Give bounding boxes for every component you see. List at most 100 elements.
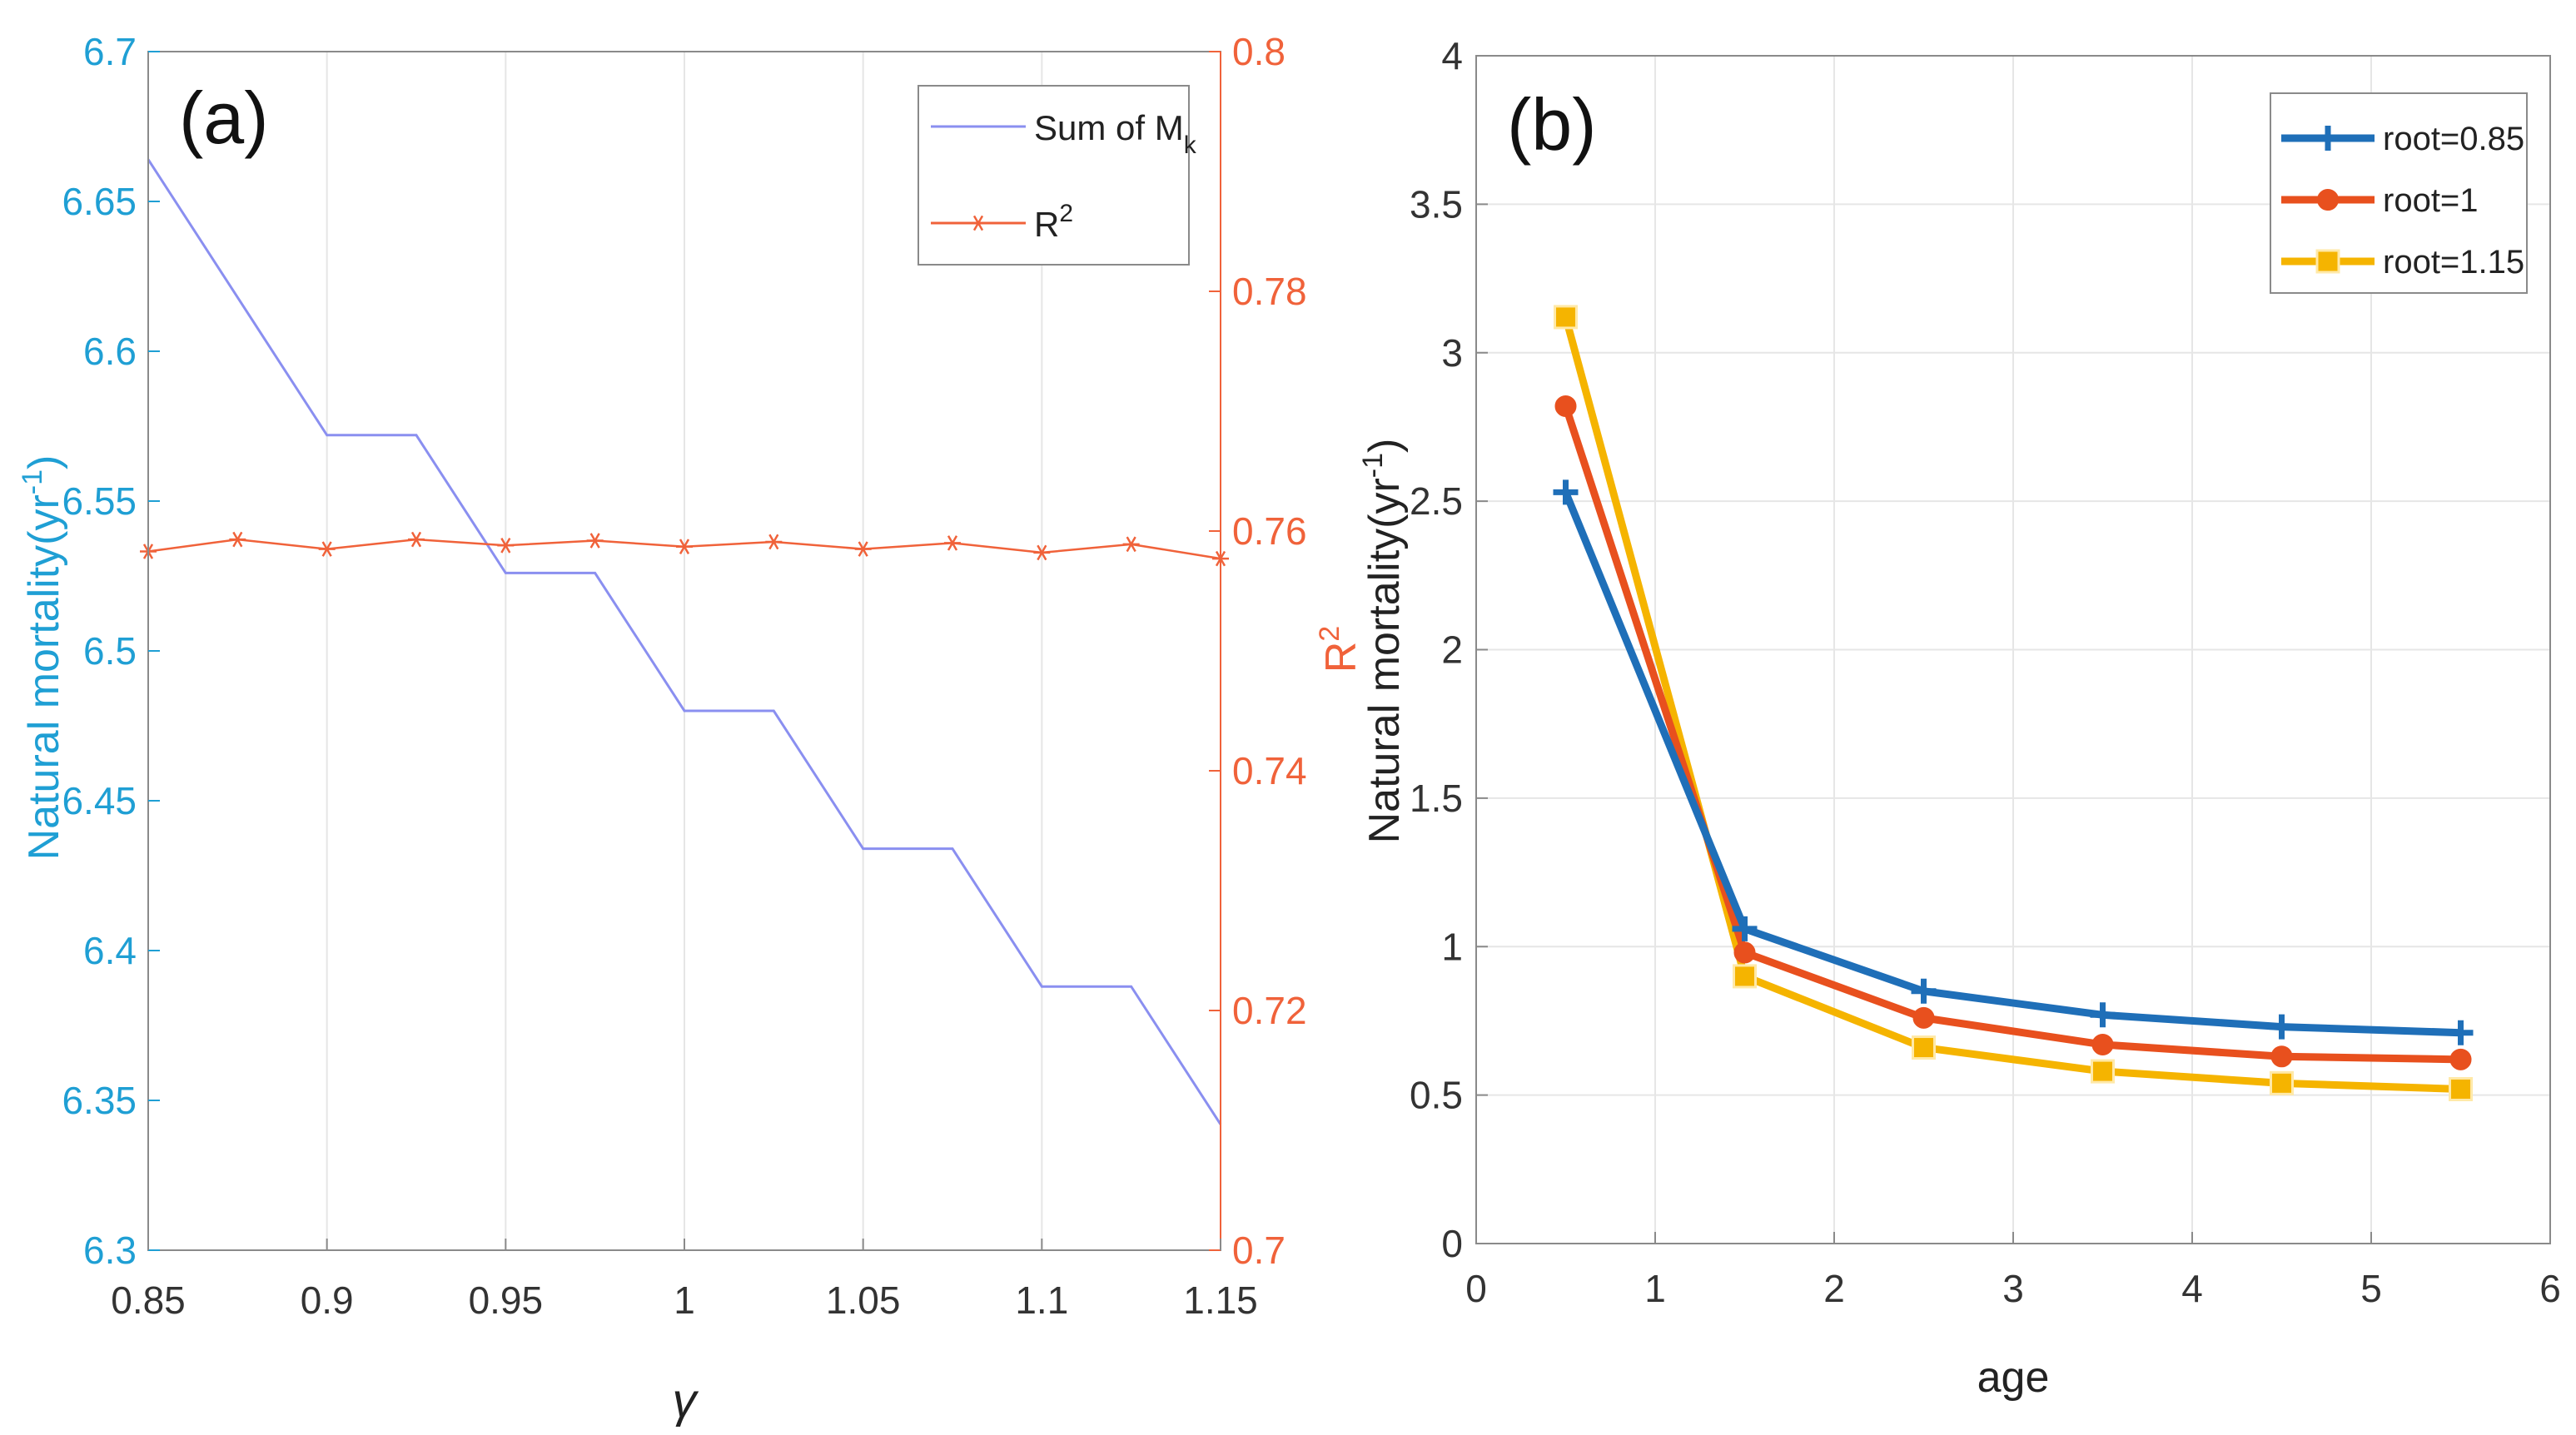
panel-b-legend-marker-root085 bbox=[2315, 126, 2340, 151]
panel-b-legend-label-root085: root=0.85 bbox=[2383, 121, 2524, 157]
panel-b-legend-marker-root115 bbox=[2315, 249, 2340, 274]
panel-a-r2-point-2-stroke bbox=[321, 541, 332, 557]
panel-a-left-ticks: 6.3 6.35 6.4 6.45 6.5 6.55 6.6 6.65 6.7 bbox=[62, 30, 160, 1272]
panel-a-right-axis-label-main: R bbox=[1317, 642, 1365, 673]
panel-a-r2-point-10-stroke bbox=[1037, 544, 1047, 561]
panel-a-y-axis-label: Natural mortality(yr-1) bbox=[17, 455, 68, 861]
panel-b-root085-point-5 bbox=[2448, 1020, 2474, 1045]
panel-a-y-tick-label-4: 6.5 bbox=[83, 629, 137, 673]
panel-b-y-axis-label-close: ) bbox=[1360, 439, 1409, 453]
panel-a-r2-point-5-stroke bbox=[589, 533, 600, 549]
panel-b-x-tick-label-1: 1 bbox=[1644, 1267, 1666, 1310]
panel-b-legend-label-root115: root=1.15 bbox=[2383, 244, 2524, 281]
panel-b-y-tick-label-5: 2.5 bbox=[1410, 479, 1463, 523]
panel-b-y-tick-label-8: 4 bbox=[1441, 34, 1463, 77]
panel-a-right-tick-label-2: 0.74 bbox=[1232, 749, 1307, 792]
panel-b-y-tick-label-0: 0 bbox=[1441, 1222, 1463, 1265]
panel-b-root085-point-3 bbox=[2090, 1002, 2116, 1028]
panel-a-r2-point-6 bbox=[676, 539, 693, 555]
panel-b-legend-label-root1: root=1 bbox=[2383, 182, 2479, 219]
panel-a-y-axis-label-sup: -1 bbox=[17, 469, 48, 494]
panel-b-root1-point-0 bbox=[1554, 395, 1577, 417]
panel-b-y-axis-label-main: Natural mortality(yr bbox=[1360, 478, 1409, 843]
panel-b: 0 0.5 1 1.5 2 2.5 3 3.5 4 0 1 2 3 4 5 6 (b) age Natura… bbox=[1357, 34, 2561, 1402]
panel-a-right-tick-label-0: 0.7 bbox=[1232, 1229, 1286, 1272]
panel-b-root115-point-2 bbox=[1912, 1035, 1936, 1060]
panel-a-r2-point-7-stroke bbox=[768, 534, 779, 550]
panel-b-y-tick-label-3: 1.5 bbox=[1410, 777, 1463, 820]
panel-b-root115-point-1 bbox=[1733, 964, 1757, 989]
panel-a-r2-point-8 bbox=[854, 541, 872, 557]
panel-a-right-axis-label-sup: 2 bbox=[1314, 626, 1345, 642]
panel-b-legend: root=0.85 root=1 root=1.15 bbox=[2270, 92, 2528, 294]
panel-a-y-tick-label-7: 6.65 bbox=[62, 180, 137, 223]
panel-a-r2-point-9-stroke bbox=[947, 535, 958, 551]
panel-a-legend-label-sum-sub: k bbox=[1184, 132, 1197, 159]
panel-a-r2-point-4-stroke bbox=[500, 537, 511, 554]
panel-b-root1-point-1 bbox=[1733, 941, 1756, 964]
panel-a-y-tick-label-6: 6.6 bbox=[83, 330, 137, 373]
panel-b-root115-point-3 bbox=[2091, 1059, 2115, 1084]
panel-b-label: (b) bbox=[1507, 83, 1597, 166]
panel-a-right-tick-label-4: 0.78 bbox=[1232, 270, 1307, 313]
panel-a-x-tick-label-0: 0.85 bbox=[111, 1279, 186, 1322]
panel-a-y-tick-label-8: 6.7 bbox=[83, 30, 137, 73]
panel-b-y-ticks: 0 0.5 1 1.5 2 2.5 3 3.5 4 bbox=[1410, 34, 1488, 1265]
panel-b-root1-point-2 bbox=[1912, 1006, 1935, 1029]
panel-b-root1-point-3 bbox=[2091, 1033, 2114, 1055]
panel-b-y-tick-label-2: 1 bbox=[1441, 925, 1463, 968]
panel-b-x-axis-label: age bbox=[1977, 1353, 2050, 1402]
panel-b-x-tick-label-5: 5 bbox=[2360, 1267, 2382, 1310]
panel-a-right-tick-label-1: 0.72 bbox=[1232, 989, 1307, 1032]
panel-a-r2-point-3 bbox=[408, 531, 425, 548]
panel-b-root085-point-4 bbox=[2269, 1014, 2295, 1040]
panel-a-r2-point-9 bbox=[944, 535, 961, 551]
panel-b-x-tick-label-6: 6 bbox=[2539, 1267, 2561, 1310]
panel-a-right-tick-label-3: 0.76 bbox=[1232, 509, 1307, 553]
panel-a-legend-box bbox=[918, 85, 1190, 266]
panel-b-y-axis-label: Natural mortality(yr-1) bbox=[1357, 439, 1409, 844]
panel-a-x-ticks: 0.85 0.9 0.95 1 1.05 1.1 1.15 bbox=[111, 1239, 1258, 1322]
panel-a-r2-point-8-stroke bbox=[858, 541, 868, 557]
panel-a-legend-asterisk-stroke bbox=[972, 215, 984, 231]
panel-a-x-tick-label-5: 1.1 bbox=[1015, 1279, 1068, 1322]
panel-b-root115-point-5 bbox=[2449, 1076, 2473, 1101]
panel-a-y-tick-label-0: 6.3 bbox=[83, 1229, 137, 1272]
panel-b-y-axis-label-sup: -1 bbox=[1357, 453, 1389, 478]
panel-b-series-root085-line bbox=[1562, 490, 2461, 1037]
panel-a-r2-point-10 bbox=[1033, 544, 1051, 561]
panel-a-y-tick-label-3: 6.45 bbox=[62, 779, 137, 822]
panel-a-r2-point-1 bbox=[229, 531, 246, 548]
panel-a-right-axis-label: R2 bbox=[1314, 626, 1365, 673]
panel-b-x-tick-label-3: 3 bbox=[2002, 1267, 2024, 1310]
panel-a-y-tick-label-5: 6.55 bbox=[62, 479, 137, 523]
panel-a-right-tick-label-5: 0.8 bbox=[1232, 30, 1286, 73]
panel-a-x-tick-label-4: 1.05 bbox=[826, 1279, 901, 1322]
panel-b-legend-marker-root1 bbox=[2317, 189, 2339, 211]
panel-a-r2-point-11-stroke bbox=[1126, 536, 1136, 553]
panel-a-x-tick-label-3: 1 bbox=[674, 1279, 695, 1322]
panel-b-root115-point-0 bbox=[1554, 305, 1578, 330]
panel-b-legend-swatches bbox=[2281, 126, 2375, 274]
panel-a-x-tick-label-1: 0.9 bbox=[301, 1279, 354, 1322]
panel-a-legend-label-sum: Sum of Mk bbox=[1034, 108, 1197, 159]
panel-a-legend: Sum of Mk R2 bbox=[918, 85, 1197, 266]
panel-a-r2-point-11 bbox=[1122, 536, 1140, 553]
panel-b-root085-point-1 bbox=[1732, 916, 1758, 941]
panel-b-y-tick-label-7: 3.5 bbox=[1410, 182, 1463, 226]
panel-b-y-tick-label-1: 0.5 bbox=[1410, 1074, 1463, 1117]
panel-b-root085-point-2 bbox=[1911, 978, 1937, 1004]
panel-b-x-tick-label-0: 0 bbox=[1465, 1267, 1487, 1310]
panel-b-root1-point-4 bbox=[2270, 1045, 2293, 1068]
panel-b-root085-point-0 bbox=[1553, 479, 1579, 505]
panel-a-r2-point-3-stroke bbox=[410, 531, 422, 548]
panel-a-right-ticks: 0.7 0.72 0.74 0.76 0.78 0.8 bbox=[1209, 30, 1307, 1272]
panel-a-r2-point-7 bbox=[765, 534, 783, 550]
panel-a-x-axis-label: γ bbox=[673, 1373, 699, 1428]
panel-b-x-tick-label-4: 4 bbox=[2181, 1267, 2203, 1310]
panel-a-r2-point-4 bbox=[497, 537, 515, 554]
panel-a-legend-label-sum-main: Sum of M bbox=[1034, 108, 1184, 147]
panel-a-label: (a) bbox=[179, 77, 269, 159]
panel-a-legend-asterisk bbox=[970, 215, 987, 231]
